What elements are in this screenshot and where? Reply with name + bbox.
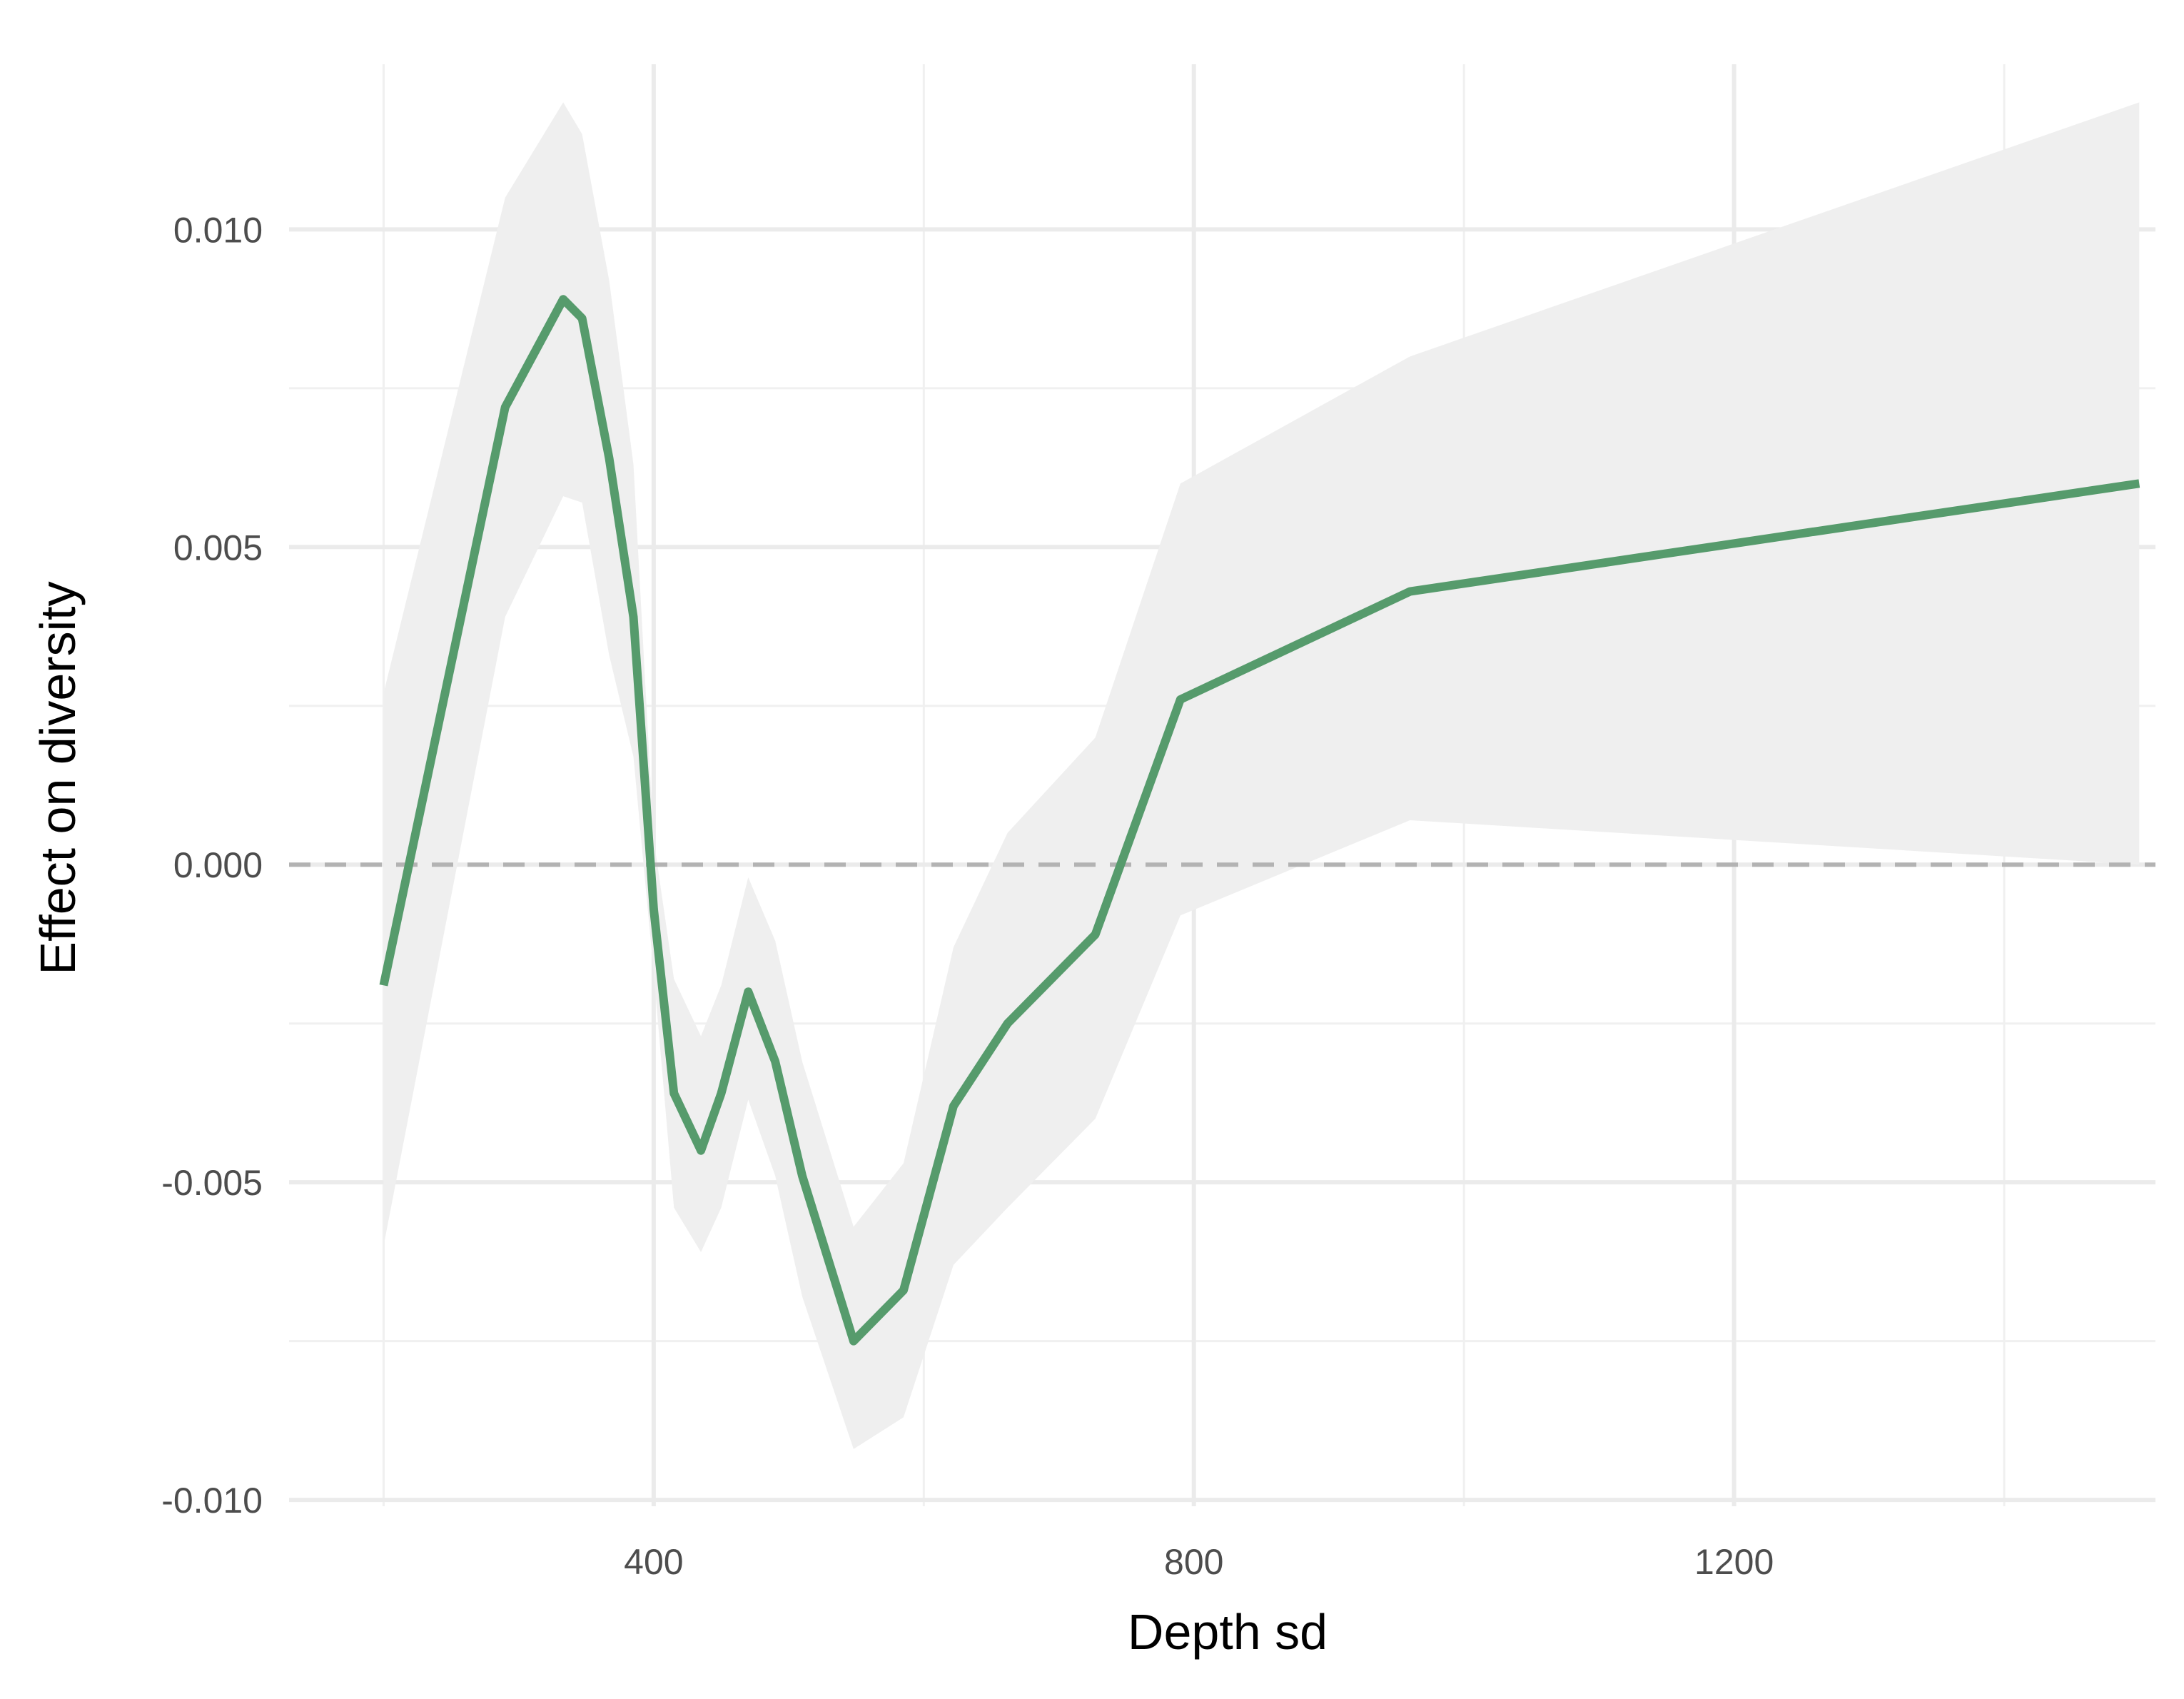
confidence-band-group bbox=[383, 102, 2140, 1449]
y-tick-label-3: 0.005 bbox=[173, 528, 263, 568]
y-tick-label-2: 0.000 bbox=[173, 845, 263, 885]
confidence-band-0 bbox=[383, 102, 2140, 1449]
y-tick-label-4: 0.010 bbox=[173, 210, 263, 250]
series-line-group bbox=[379, 295, 2140, 1346]
y-tick-label-0: -0.010 bbox=[161, 1481, 263, 1521]
y-tick-label-1: -0.005 bbox=[161, 1163, 263, 1203]
x-tick-label-2: 1200 bbox=[1694, 1542, 1774, 1582]
series-line-0 bbox=[379, 295, 2140, 1346]
y-axis-title: Effect on diversity bbox=[30, 581, 86, 974]
x-tick-label-1: 800 bbox=[1164, 1542, 1223, 1582]
y-tick-labels: -0.010 -0.005 0.000 0.005 0.010 bbox=[161, 210, 263, 1521]
x-tick-label-0: 400 bbox=[624, 1542, 683, 1582]
x-tick-labels: 400 800 1200 bbox=[624, 1542, 1774, 1582]
x-axis-title: Depth sd bbox=[1128, 1604, 1328, 1660]
